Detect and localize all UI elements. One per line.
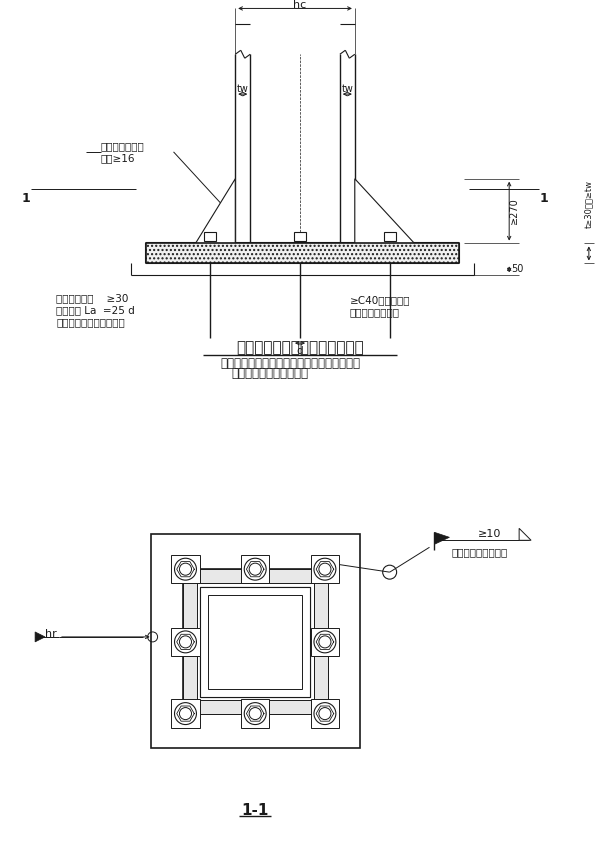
Text: t≥30，且≥tw: t≥30，且≥tw	[584, 180, 594, 227]
Bar	[241, 555, 270, 584]
Text: ≥10: ≥10	[478, 530, 501, 539]
Bar	[201, 587, 310, 697]
Text: 板厚≥16: 板厚≥16	[101, 153, 135, 163]
Bar	[294, 232, 306, 241]
Bar	[310, 628, 339, 656]
Text: tw: tw	[237, 84, 249, 94]
Text: （用于柱底端在弯矩和轴力作用下锚栓出现较: （用于柱底端在弯矩和轴力作用下锚栓出现较	[220, 356, 360, 369]
Bar	[171, 555, 199, 584]
Text: 1-1: 1-1	[242, 802, 269, 818]
Bar	[310, 699, 339, 728]
Bar	[184, 569, 198, 714]
Bar	[151, 535, 360, 748]
Bar	[184, 700, 328, 714]
Text: 锚栓公称直径    ≥30: 锚栓公称直径 ≥30	[56, 294, 128, 303]
Bar	[171, 628, 199, 656]
Bar	[201, 587, 310, 697]
Polygon shape	[434, 532, 450, 544]
Text: ≥270: ≥270	[509, 198, 519, 225]
Text: 箱形截面柱刚性柱脚构造（一）: 箱形截面柱刚性柱脚构造（一）	[236, 341, 364, 356]
Bar	[204, 232, 217, 241]
Text: hr: hr	[45, 629, 57, 639]
Bar	[310, 555, 339, 584]
Text: d: d	[296, 346, 303, 356]
Text: 锚固长度 La  =25 d: 锚固长度 La =25 d	[56, 305, 135, 315]
Polygon shape	[195, 179, 235, 244]
Text: 50: 50	[511, 264, 523, 275]
Text: 锚栓支承加劲肋: 锚栓支承加劲肋	[101, 141, 145, 151]
Polygon shape	[519, 529, 531, 541]
Bar	[184, 569, 328, 583]
Text: （安装完毕）后围焊: （安装完毕）后围焊	[451, 548, 508, 557]
Bar	[384, 232, 396, 241]
Text: 混凝土或铁层砂浆: 混凝土或铁层砂浆	[350, 307, 400, 317]
Text: （下端应作弯）钩或锚板: （下端应作弯）钩或锚板	[56, 317, 125, 327]
Bar	[184, 569, 328, 714]
Text: 1: 1	[540, 192, 548, 205]
Polygon shape	[35, 632, 45, 642]
Text: ≥C40无收缩细石: ≥C40无收缩细石	[350, 295, 411, 306]
Bar	[209, 595, 302, 689]
Text: 小拉力和不出现拉力时）: 小拉力和不出现拉力时）	[232, 368, 309, 381]
Bar	[146, 244, 459, 263]
Bar	[241, 699, 270, 728]
Bar	[171, 699, 199, 728]
Text: 1: 1	[22, 192, 30, 205]
Bar	[314, 569, 328, 714]
Polygon shape	[355, 179, 415, 244]
Text: tw: tw	[342, 84, 353, 94]
Text: hc: hc	[293, 1, 307, 10]
